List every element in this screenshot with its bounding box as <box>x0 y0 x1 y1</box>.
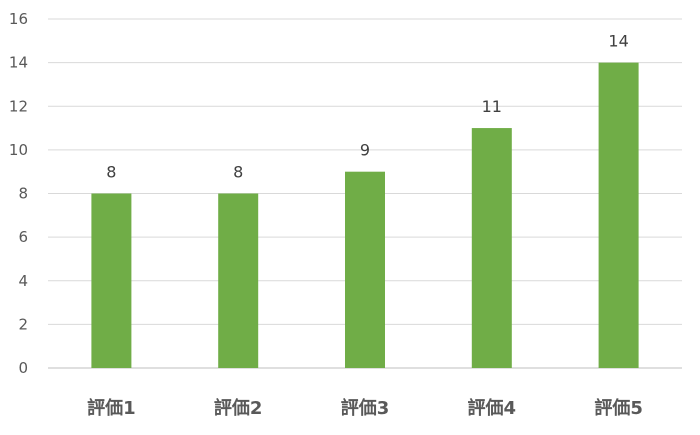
data-label: 8 <box>106 163 116 182</box>
y-tick-label: 12 <box>9 97 28 115</box>
y-tick-label: 14 <box>9 54 28 72</box>
x-axis-ticks: 評価1 評価2 評価3 評価4 評価5 <box>87 397 643 419</box>
y-tick-label: 6 <box>18 228 28 246</box>
data-label: 14 <box>608 32 628 51</box>
x-tick-label: 評価2 <box>214 397 263 419</box>
data-label: 11 <box>482 97 502 116</box>
y-tick-label: 8 <box>18 185 28 203</box>
y-axis-ticks: 0 2 4 6 8 10 12 14 16 <box>9 10 28 377</box>
bar <box>218 193 259 368</box>
data-label: 9 <box>360 141 370 160</box>
y-tick-label: 4 <box>18 272 28 290</box>
x-tick-label: 評価5 <box>594 397 643 419</box>
bar <box>598 62 639 368</box>
x-tick-label: 評価1 <box>87 397 136 419</box>
bar <box>345 171 385 368</box>
x-tick-label: 評価4 <box>468 397 517 419</box>
bars <box>91 62 639 368</box>
x-tick-label: 評価3 <box>341 397 390 419</box>
y-tick-label: 0 <box>18 359 28 377</box>
y-tick-label: 10 <box>9 141 28 159</box>
y-tick-label: 16 <box>9 10 28 28</box>
bar <box>91 193 132 368</box>
data-label: 8 <box>233 163 243 182</box>
data-labels: 8 8 9 11 14 <box>106 32 628 182</box>
y-tick-label: 2 <box>18 315 28 333</box>
bar <box>471 128 512 368</box>
